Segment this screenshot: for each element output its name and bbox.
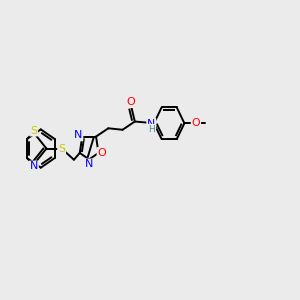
Text: N: N xyxy=(74,130,82,140)
Text: S: S xyxy=(30,126,37,136)
Text: O: O xyxy=(98,148,106,158)
Text: O: O xyxy=(192,118,200,128)
Text: S: S xyxy=(58,143,65,154)
Text: N: N xyxy=(29,161,38,172)
Text: H: H xyxy=(148,125,154,134)
Text: N: N xyxy=(147,119,155,129)
Text: O: O xyxy=(127,97,136,107)
Text: N: N xyxy=(85,159,93,170)
